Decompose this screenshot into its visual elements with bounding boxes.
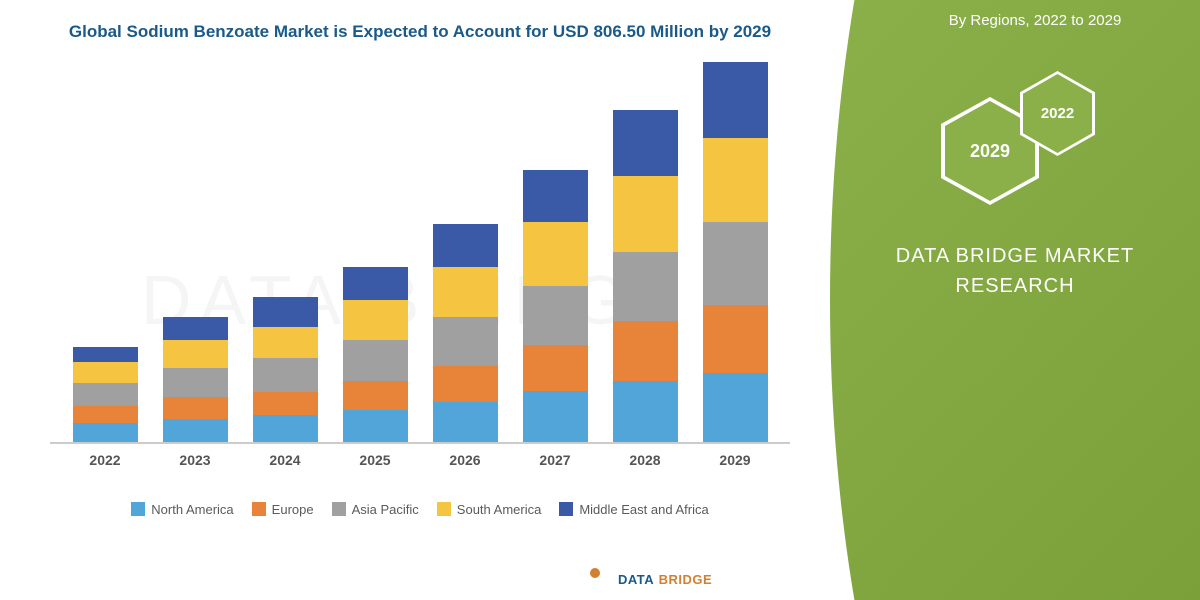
segment-asia-pacific — [253, 358, 318, 392]
x-axis-labels: 2022 2023 2024 2025 2026 2027 2028 2029 — [50, 452, 790, 468]
bar-2028 — [613, 110, 678, 441]
main-container: Global Sodium Benzoate Market is Expecte… — [0, 0, 1200, 600]
bar-2027 — [523, 170, 588, 442]
legend-item-south-america: South America — [437, 502, 542, 517]
segment-asia-pacific — [613, 252, 678, 322]
segment-middle-east-and-africa — [73, 347, 138, 362]
segment-south-america — [163, 340, 228, 367]
legend-swatch — [332, 502, 346, 516]
segment-europe — [343, 381, 408, 411]
bar-2022 — [73, 347, 138, 442]
right-panel: By Regions, 2022 to 2029 2029 2022 DATA … — [830, 0, 1200, 600]
segment-asia-pacific — [163, 368, 228, 398]
segment-asia-pacific — [523, 286, 588, 345]
segment-europe — [523, 345, 588, 391]
x-label: 2025 — [343, 452, 408, 468]
segment-middle-east-and-africa — [163, 317, 228, 340]
segment-asia-pacific — [73, 383, 138, 406]
legend-label: Europe — [272, 502, 314, 517]
segment-south-america — [433, 267, 498, 318]
segment-middle-east-and-africa — [433, 224, 498, 266]
legend-item-europe: Europe — [252, 502, 314, 517]
segment-middle-east-and-africa — [343, 267, 408, 301]
bars-container — [50, 64, 790, 444]
segment-europe — [613, 321, 678, 380]
brand-text: DATA BRIDGE MARKET RESEARCH — [830, 241, 1200, 301]
chart-title: Global Sodium Benzoate Market is Expecte… — [20, 20, 820, 44]
bar-2023 — [163, 317, 228, 442]
legend-item-middle-east-and-africa: Middle East and Africa — [559, 502, 708, 517]
segment-asia-pacific — [433, 317, 498, 366]
hexagon-2022: 2022 — [1020, 71, 1095, 156]
segment-north-america — [523, 391, 588, 442]
segment-south-america — [613, 176, 678, 252]
legend-item-north-america: North America — [131, 502, 233, 517]
chart-panel: Global Sodium Benzoate Market is Expecte… — [0, 0, 830, 600]
segment-europe — [253, 392, 318, 415]
segment-north-america — [433, 402, 498, 442]
segment-north-america — [163, 419, 228, 442]
segment-south-america — [703, 138, 768, 222]
x-label: 2028 — [613, 452, 678, 468]
bar-2024 — [253, 297, 318, 442]
segment-north-america — [343, 410, 408, 442]
segment-europe — [433, 366, 498, 402]
segment-south-america — [73, 362, 138, 383]
x-label: 2022 — [73, 452, 138, 468]
legend-label: South America — [457, 502, 542, 517]
legend-swatch — [131, 502, 145, 516]
hexagon-graphic: 2029 2022 — [915, 71, 1115, 211]
logo-icon — [580, 565, 610, 595]
legend-swatch — [559, 502, 573, 516]
x-label: 2027 — [523, 452, 588, 468]
segment-south-america — [253, 327, 318, 359]
segment-middle-east-and-africa — [613, 110, 678, 175]
legend-item-asia-pacific: Asia Pacific — [332, 502, 419, 517]
segment-north-america — [73, 423, 138, 442]
bar-2025 — [343, 267, 408, 442]
chart-area: 2022 2023 2024 2025 2026 2027 2028 2029 — [50, 64, 790, 484]
x-label: 2029 — [703, 452, 768, 468]
segment-middle-east-and-africa — [523, 170, 588, 223]
footer-logo: DATA BRIDGE — [580, 565, 712, 595]
segment-south-america — [523, 222, 588, 285]
segment-asia-pacific — [343, 340, 408, 380]
segment-north-america — [703, 373, 768, 442]
segment-north-america — [253, 415, 318, 441]
legend: North America Europe Asia Pacific South Ame… — [20, 502, 820, 517]
segment-south-america — [343, 300, 408, 340]
legend-swatch — [437, 502, 451, 516]
bar-2029 — [703, 62, 768, 442]
x-label: 2026 — [433, 452, 498, 468]
legend-label: Asia Pacific — [352, 502, 419, 517]
legend-label: North America — [151, 502, 233, 517]
segment-north-america — [613, 381, 678, 442]
x-label: 2024 — [253, 452, 318, 468]
segment-asia-pacific — [703, 222, 768, 304]
right-subtitle: By Regions, 2022 to 2029 — [830, 0, 1200, 31]
segment-europe — [73, 406, 138, 423]
segment-middle-east-and-africa — [703, 62, 768, 138]
segment-europe — [163, 397, 228, 418]
segment-europe — [703, 305, 768, 374]
x-label: 2023 — [163, 452, 228, 468]
bar-2026 — [433, 224, 498, 441]
footer-logo-text: DATA BRIDGE — [618, 571, 712, 589]
segment-middle-east-and-africa — [253, 297, 318, 327]
legend-swatch — [252, 502, 266, 516]
legend-label: Middle East and Africa — [579, 502, 708, 517]
